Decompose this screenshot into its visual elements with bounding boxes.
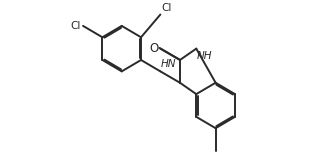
Text: O: O: [149, 42, 159, 55]
Text: NH: NH: [197, 51, 212, 61]
Text: Cl: Cl: [162, 3, 172, 13]
Text: Cl: Cl: [71, 21, 81, 31]
Text: HN: HN: [161, 59, 176, 69]
